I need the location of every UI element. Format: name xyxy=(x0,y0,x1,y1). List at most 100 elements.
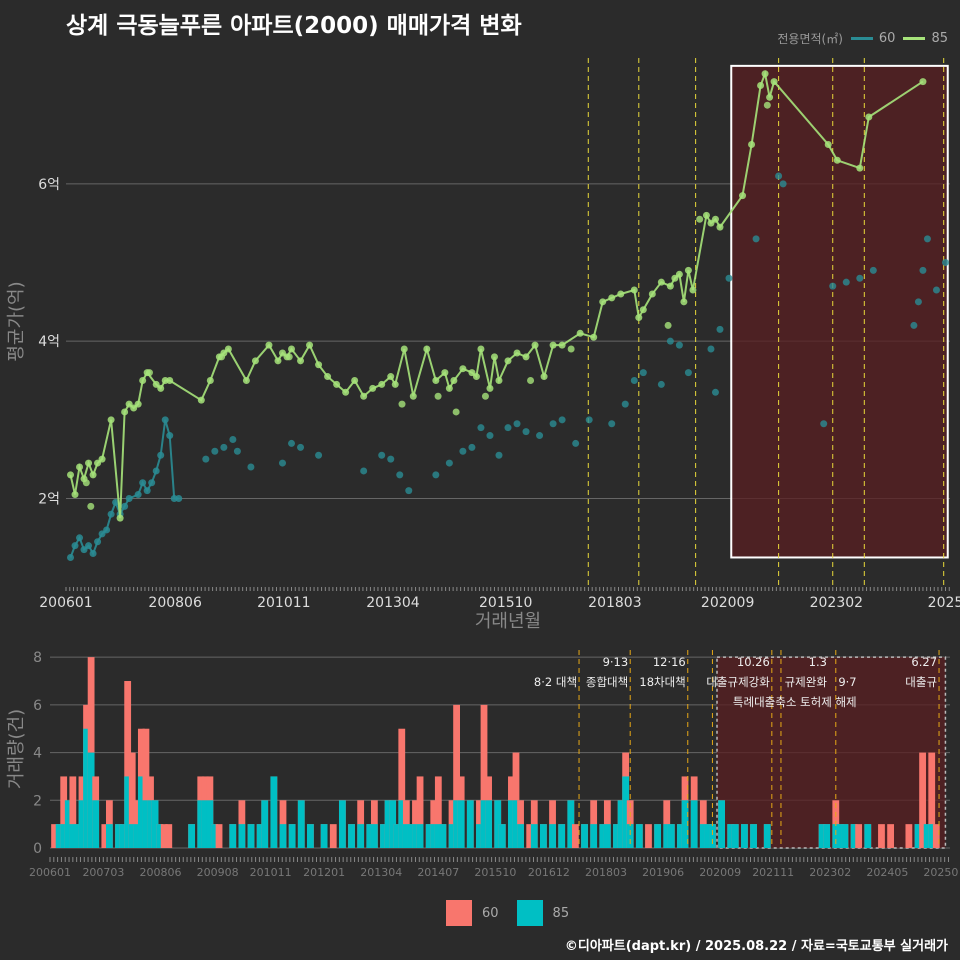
data-point-60 xyxy=(143,487,151,495)
scatter-point-60 xyxy=(522,428,530,436)
bar-85 xyxy=(279,824,287,848)
data-point-85 xyxy=(608,294,616,302)
bar-85 xyxy=(480,800,488,848)
bar-85 xyxy=(558,824,566,848)
bar-85 xyxy=(425,824,433,848)
legend-item-60[interactable]: 60 xyxy=(850,31,896,46)
bar-60 xyxy=(416,776,424,848)
bar-85 xyxy=(613,824,620,848)
bar-85 xyxy=(549,824,556,848)
price-chart: 2억 4억 6억 200601 200806 201011 201304 201510 2018… xyxy=(6,58,960,632)
bar-85 xyxy=(398,800,406,848)
scatter-point-60 xyxy=(495,451,503,459)
data-point-85 xyxy=(94,459,102,467)
data-point-60 xyxy=(139,479,147,487)
data-point-85 xyxy=(558,341,566,349)
legend-item-85[interactable]: 85 xyxy=(903,31,948,46)
y-tick-label: 6억 xyxy=(38,177,60,193)
bar-85 xyxy=(412,824,419,848)
scatter-point-85 xyxy=(696,215,704,223)
data-point-85 xyxy=(689,286,697,294)
bar-85 xyxy=(92,800,100,848)
data-point-85 xyxy=(472,373,480,381)
data-point-85 xyxy=(522,353,530,361)
data-point-85 xyxy=(919,78,927,86)
bar-85 xyxy=(663,824,671,848)
bar-85 xyxy=(201,800,209,848)
x-axis-title: 거래년월 xyxy=(475,611,541,632)
bar-60 xyxy=(453,704,460,848)
scatter-point-60 xyxy=(675,341,683,349)
bar-85 xyxy=(197,800,205,848)
bar-85 xyxy=(128,824,136,848)
bar-60 xyxy=(51,824,58,848)
x-tick-label: 201803 xyxy=(588,595,641,611)
bar-85 xyxy=(677,824,684,848)
bar-85 xyxy=(439,824,447,848)
scatter-point-60 xyxy=(445,459,453,467)
data-point-85 xyxy=(139,376,147,384)
bar-legend-label-60: 60 xyxy=(482,905,499,921)
data-point-85 xyxy=(441,369,449,377)
data-point-85 xyxy=(197,396,205,404)
data-point-85 xyxy=(490,353,498,361)
scatter-point-85 xyxy=(763,101,771,109)
bar-85 xyxy=(156,824,164,848)
scatter-point-60 xyxy=(220,443,228,451)
data-point-85 xyxy=(486,384,494,392)
data-point-85 xyxy=(152,380,160,388)
data-point-85 xyxy=(657,278,665,286)
data-point-85 xyxy=(707,219,715,227)
data-point-85 xyxy=(378,380,386,388)
scatter-point-60 xyxy=(504,424,512,432)
data-point-85 xyxy=(648,290,656,298)
data-point-60 xyxy=(148,479,156,487)
scatter-point-60 xyxy=(621,400,629,408)
bar-85 xyxy=(393,824,401,848)
bar-85 xyxy=(603,824,611,848)
bar-85 xyxy=(599,824,607,848)
scatter-point-60 xyxy=(396,471,404,479)
bar-60 xyxy=(142,728,150,848)
y-axis-title: 평균가(억) xyxy=(6,281,27,361)
data-point-85 xyxy=(324,373,332,381)
bar-85 xyxy=(261,800,269,848)
bar-85 xyxy=(151,800,159,848)
legend-swatch-85 xyxy=(903,37,926,40)
data-point-85 xyxy=(770,78,778,86)
bar-85 xyxy=(836,824,844,848)
x-tick-label: 200703 xyxy=(82,866,124,879)
data-point-60 xyxy=(94,538,102,546)
bar-60 xyxy=(905,824,913,848)
bar-85 xyxy=(307,824,314,848)
data-point-85 xyxy=(67,471,75,479)
data-point-85 xyxy=(504,357,512,365)
x-tick-label: 20250 xyxy=(923,866,958,879)
bar-85 xyxy=(270,776,278,848)
data-point-85 xyxy=(315,361,323,369)
bar-60 xyxy=(932,824,940,848)
legend-label-60: 60 xyxy=(878,31,896,46)
data-point-85 xyxy=(224,345,232,353)
bar-85 xyxy=(763,824,771,848)
data-point-60 xyxy=(166,432,174,440)
policy-annotation: 9·13 xyxy=(603,655,629,669)
policy-annotation: 9·7 xyxy=(838,675,856,689)
y-tick-label: 4억 xyxy=(38,334,60,350)
bar-legend-swatch-60 xyxy=(446,900,472,926)
bar-85 xyxy=(617,800,625,848)
bar-85 xyxy=(453,800,460,848)
scatter-point-60 xyxy=(608,420,616,428)
bar-85 xyxy=(142,800,150,848)
bar-60 xyxy=(887,824,895,848)
data-point-85 xyxy=(671,274,679,282)
bar-85 xyxy=(384,800,392,848)
data-point-60 xyxy=(157,451,165,459)
data-point-85 xyxy=(549,341,557,349)
policy-annotation: 18차대책 xyxy=(639,675,685,689)
x-tick-label: 200806 xyxy=(140,866,182,879)
data-point-85 xyxy=(333,380,341,388)
data-point-85 xyxy=(856,164,864,172)
bar-85 xyxy=(402,824,410,848)
bar-85 xyxy=(654,824,662,848)
